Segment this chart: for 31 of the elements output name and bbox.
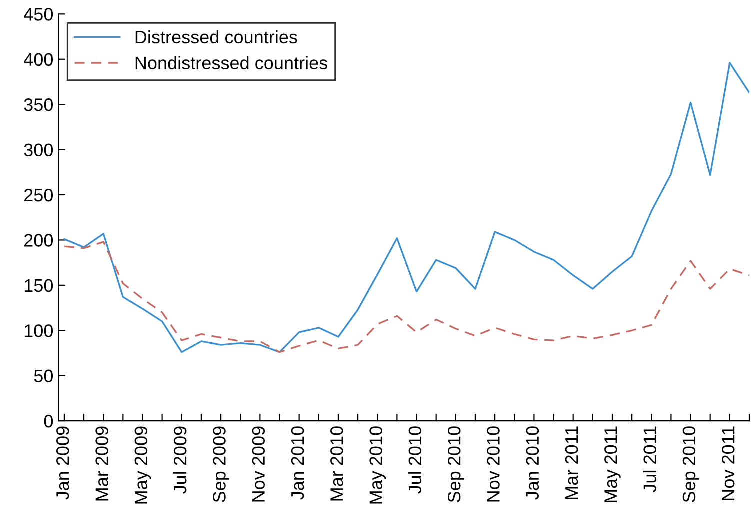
line-series: [64, 241, 750, 354]
y-tick-label: 0: [44, 414, 54, 428]
legend-label: Distressed countries: [136, 30, 298, 44]
x-tick-label: Jan 2010: [291, 426, 304, 500]
y-tick-label: 250: [24, 188, 54, 202]
y-tick-label: 400: [24, 53, 54, 66]
y-tick-label: 150: [24, 279, 54, 292]
y-tick-label: 450: [24, 8, 54, 21]
x-tick-label: Mar 2011: [565, 426, 578, 500]
x-tick-label: Jan 2009: [56, 426, 70, 500]
x-tick-label: May 2011: [604, 426, 621, 502]
x-tick-label: Sep 2010: [682, 426, 700, 502]
x-tick-label: Mar 2010: [330, 426, 344, 501]
x-tick-label: Sep 2009: [213, 426, 230, 502]
y-tick-label: 100: [24, 324, 54, 338]
y-tick-label: 200: [24, 234, 54, 247]
x-tick-label: Nov 2011: [722, 426, 735, 500]
x-tick-label: Nov 2010: [487, 426, 500, 502]
y-tick-label: 300: [24, 144, 54, 157]
x-tick-label: Nov 2009: [252, 426, 266, 502]
x-tick-label: Mar 2009: [96, 426, 108, 501]
y-tick-label: 50: [34, 370, 54, 383]
x-tick-label: Jul 2011: [643, 426, 656, 493]
x-tick-label: Jan 2010: [526, 426, 540, 500]
x-tick-label: Sep 2010: [448, 426, 464, 502]
y-tick-label: 350: [24, 98, 54, 112]
x-tick-label: May 2010: [370, 426, 386, 504]
x-tick-label: Jul 2009: [173, 426, 187, 494]
x-tick-label: Jul 2010: [408, 426, 422, 494]
legend-label: Nondistressed countries: [136, 56, 328, 70]
x-tick-label: May 2009: [134, 426, 152, 504]
